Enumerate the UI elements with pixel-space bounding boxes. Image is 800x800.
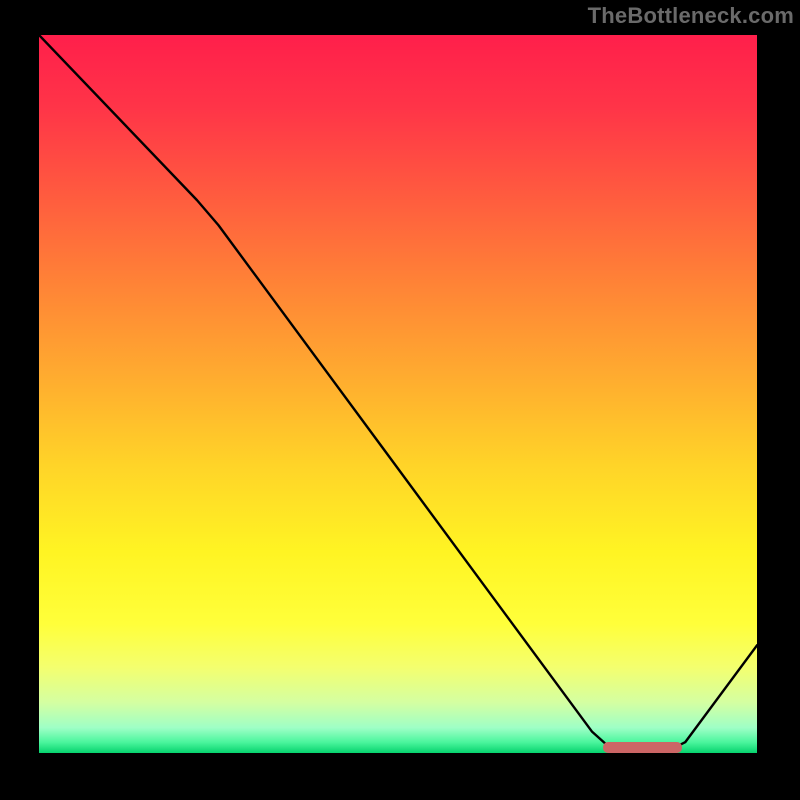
chart-background-gradient (39, 35, 757, 753)
plot-area (39, 35, 757, 753)
page-root: TheBottleneck.com (0, 0, 800, 800)
watermark-text: TheBottleneck.com (588, 3, 794, 29)
